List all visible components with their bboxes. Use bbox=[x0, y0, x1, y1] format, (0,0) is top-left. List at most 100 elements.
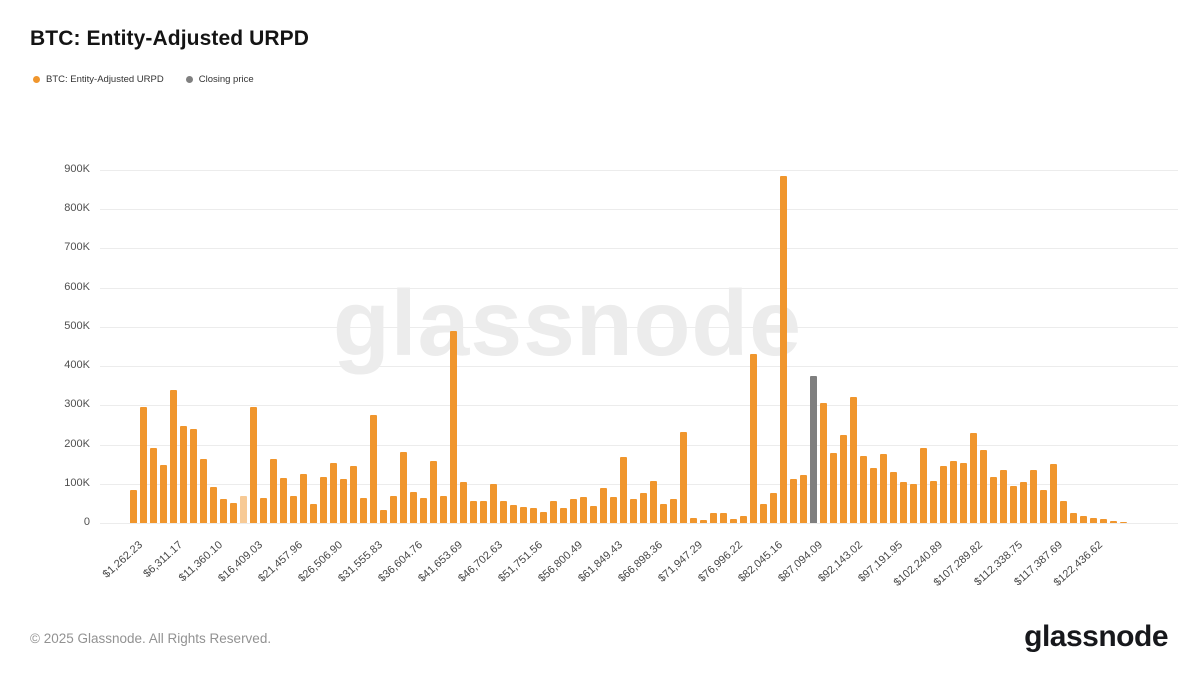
urpd-bar bbox=[209, 486, 217, 523]
urpd-bar bbox=[779, 175, 787, 523]
urpd-bar bbox=[489, 483, 497, 523]
y-gridline bbox=[100, 248, 1178, 250]
urpd-bar bbox=[839, 434, 847, 523]
urpd-bar bbox=[1069, 513, 1077, 523]
y-axis-tick-label: 500K bbox=[64, 319, 90, 332]
urpd-bar bbox=[419, 498, 427, 523]
urpd-bar bbox=[939, 466, 947, 523]
urpd-bar bbox=[1029, 470, 1037, 523]
urpd-bar bbox=[759, 504, 767, 523]
urpd-bar bbox=[659, 504, 667, 523]
urpd-bar bbox=[979, 450, 987, 523]
urpd-bar bbox=[469, 501, 477, 523]
urpd-bar bbox=[399, 451, 407, 523]
urpd-bar bbox=[619, 457, 627, 523]
y-axis-tick-label: 700K bbox=[64, 241, 90, 254]
urpd-bar bbox=[1009, 485, 1017, 523]
urpd-bar bbox=[669, 499, 677, 523]
urpd-bar bbox=[569, 499, 577, 523]
y-axis-tick-label: 400K bbox=[64, 359, 90, 372]
urpd-bar bbox=[909, 483, 917, 523]
urpd-bar bbox=[999, 470, 1007, 523]
y-axis-tick-label: 200K bbox=[64, 437, 90, 450]
urpd-bar bbox=[919, 448, 927, 523]
urpd-bar bbox=[789, 479, 797, 523]
urpd-bar bbox=[559, 508, 567, 523]
closing-price-dot-icon bbox=[185, 76, 193, 83]
urpd-bar bbox=[539, 512, 547, 523]
urpd-bar bbox=[339, 479, 347, 523]
urpd-bar bbox=[949, 461, 957, 523]
legend-item-closing-price: Closing price bbox=[185, 74, 254, 85]
urpd-bar bbox=[1079, 515, 1087, 523]
urpd-bar bbox=[149, 448, 157, 523]
legend-item-urpd: BTC: Entity-Adjusted URPD bbox=[33, 74, 164, 85]
urpd-bar bbox=[229, 502, 237, 523]
urpd-bar bbox=[169, 390, 177, 523]
urpd-bar bbox=[409, 491, 417, 523]
urpd-bar bbox=[509, 505, 517, 523]
urpd-bar bbox=[869, 468, 877, 523]
y-axis-tick-label: 900K bbox=[64, 163, 90, 175]
legend-label-closing-price: Closing price bbox=[198, 74, 254, 85]
urpd-bar bbox=[1049, 464, 1057, 523]
urpd-bar bbox=[579, 497, 587, 523]
urpd-bar bbox=[829, 453, 837, 523]
footer-copyright: © 2025 Glassnode. All Rights Reserved. bbox=[30, 631, 272, 646]
urpd-bar bbox=[159, 464, 167, 523]
urpd-bar bbox=[639, 493, 647, 523]
urpd-bar bbox=[349, 466, 357, 523]
urpd-bar bbox=[1109, 521, 1117, 523]
urpd-series-dot-icon bbox=[33, 76, 40, 83]
urpd-bar bbox=[519, 507, 527, 523]
urpd-bar bbox=[529, 508, 537, 523]
urpd-bar bbox=[609, 497, 617, 523]
urpd-bar bbox=[969, 432, 977, 523]
urpd-bar bbox=[239, 495, 247, 523]
urpd-bar bbox=[1019, 481, 1027, 523]
urpd-bar bbox=[449, 330, 457, 523]
y-gridline bbox=[100, 483, 1178, 485]
legend: BTC: Entity-Adjusted URPD Closing price bbox=[33, 74, 254, 85]
y-axis-tick-label: 800K bbox=[64, 202, 90, 215]
urpd-bar bbox=[299, 474, 307, 523]
urpd-bar bbox=[199, 459, 207, 523]
urpd-bar bbox=[219, 498, 227, 523]
urpd-bar bbox=[589, 505, 597, 523]
urpd-bar bbox=[439, 496, 447, 523]
y-gridline bbox=[100, 523, 1178, 524]
urpd-bar bbox=[649, 481, 657, 523]
urpd-bar bbox=[179, 426, 187, 523]
urpd-bar bbox=[379, 510, 387, 523]
urpd-bar bbox=[1059, 500, 1067, 523]
urpd-bar bbox=[329, 463, 337, 523]
urpd-bar bbox=[369, 415, 377, 523]
urpd-bar bbox=[459, 481, 467, 523]
urpd-bar bbox=[599, 488, 607, 523]
urpd-bar bbox=[249, 407, 257, 523]
urpd-bar bbox=[319, 476, 327, 523]
urpd-bar bbox=[499, 501, 507, 523]
urpd-bar bbox=[729, 519, 737, 523]
urpd-bar bbox=[989, 476, 997, 523]
y-gridline bbox=[100, 405, 1178, 407]
y-gridline bbox=[100, 366, 1178, 368]
y-gridline bbox=[100, 209, 1178, 211]
urpd-bar bbox=[389, 495, 397, 523]
y-gridline bbox=[100, 444, 1178, 446]
urpd-bar bbox=[1119, 522, 1127, 523]
urpd-bar bbox=[699, 519, 707, 523]
urpd-bar bbox=[819, 403, 827, 523]
urpd-bar bbox=[749, 354, 757, 523]
glassnode-logo: glassnode bbox=[1024, 620, 1168, 653]
page-title: BTC: Entity-Adjusted URPD bbox=[30, 27, 309, 50]
urpd-bar bbox=[629, 499, 637, 523]
y-gridline bbox=[100, 287, 1178, 289]
urpd-bar bbox=[139, 407, 147, 523]
urpd-bar bbox=[269, 459, 277, 523]
urpd-bar bbox=[309, 504, 317, 523]
urpd-bar bbox=[799, 475, 807, 523]
urpd-bar bbox=[709, 512, 717, 523]
urpd-bar bbox=[929, 480, 937, 523]
urpd-bar bbox=[549, 501, 557, 523]
